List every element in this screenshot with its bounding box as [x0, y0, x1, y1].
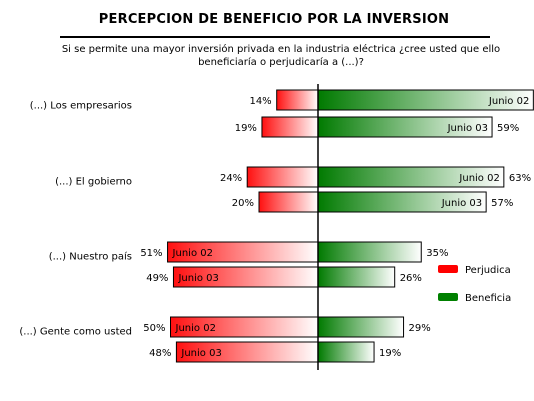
value-label-perjudica: 49%: [146, 273, 168, 284]
legend-swatch-perjudica: [438, 265, 458, 273]
value-label-perjudica: 48%: [149, 348, 171, 359]
legend: Perjudica Beneficia: [438, 265, 511, 304]
bar-perjudica: [261, 116, 319, 138]
bar-perjudica: [246, 166, 319, 188]
value-label-perjudica: 19%: [235, 123, 257, 134]
title-rule: [60, 36, 490, 38]
value-label-beneficia: 63%: [509, 173, 531, 184]
value-label-beneficia: 29%: [409, 323, 431, 334]
period-label: Junio 02: [175, 323, 216, 334]
value-label-beneficia: 35%: [426, 248, 448, 259]
value-label-beneficia: 57%: [491, 198, 513, 209]
category-label: (...) Los empresarios: [30, 101, 132, 112]
value-label-perjudica: 24%: [220, 173, 242, 184]
bar-perjudica: [258, 191, 319, 213]
period-label: Junio 02: [488, 96, 529, 107]
period-label: Junio 03: [441, 198, 482, 209]
category-label: (...) Nuestro país: [49, 251, 132, 263]
value-label-perjudica: 51%: [140, 248, 162, 259]
bar-beneficia: [317, 266, 396, 288]
chart-subtitle-line-1: Si se permite una mayor inversión privad…: [61, 44, 501, 55]
bar-beneficia: [317, 241, 422, 263]
bar-beneficia: [317, 341, 375, 363]
bar-beneficia: [317, 316, 405, 338]
value-label-beneficia: 59%: [497, 123, 519, 134]
bar-perjudica: [276, 89, 319, 111]
value-label-beneficia: 26%: [400, 273, 422, 284]
value-label-perjudica: 14%: [249, 96, 271, 107]
value-label-beneficia: 19%: [379, 348, 401, 359]
chart-title: PERCEPCION DE BENEFICIO POR LA INVERSION: [98, 12, 450, 27]
period-label: Junio 02: [172, 248, 213, 259]
legend-label-perjudica: Perjudica: [465, 265, 511, 276]
legend-swatch-beneficia: [438, 293, 458, 301]
period-label: Junio 03: [447, 123, 488, 134]
legend-label-beneficia: Beneficia: [465, 293, 511, 304]
value-label-perjudica: 50%: [143, 323, 165, 334]
chart-subtitle-line-2: beneficiaría o perjudicaría a (...)?: [198, 57, 364, 68]
category-label: (...) Gente como usted: [19, 327, 132, 338]
value-label-perjudica: 20%: [232, 198, 254, 209]
period-label: Junio 03: [177, 273, 218, 284]
period-label: Junio 02: [458, 173, 499, 184]
category-label: (...) El gobierno: [55, 177, 132, 188]
period-label: Junio 03: [180, 348, 221, 359]
